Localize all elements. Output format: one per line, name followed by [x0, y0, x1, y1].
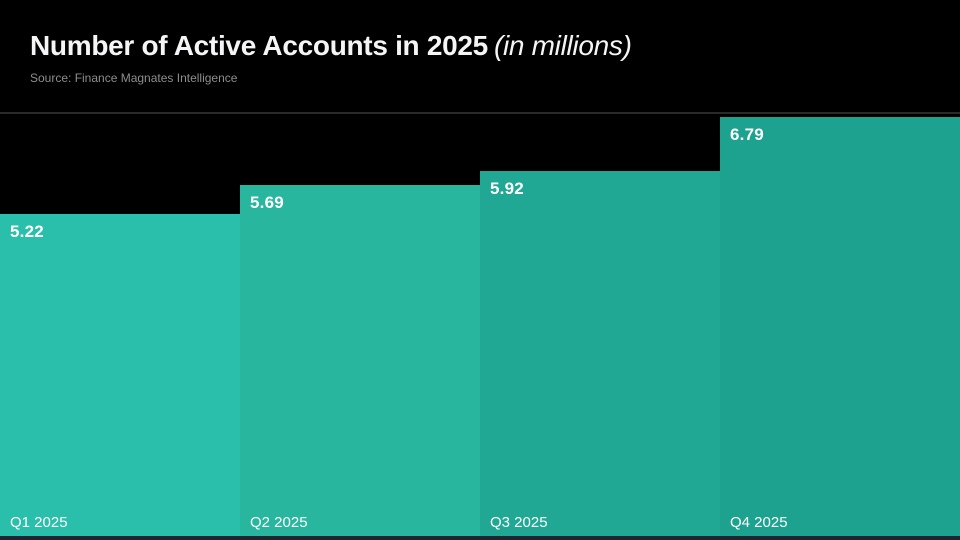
bar-value-label: 5.69 [250, 193, 284, 213]
chart-title: Number of Active Accounts in 2025 (in mil… [30, 30, 930, 62]
chart-title-main: Number of Active Accounts in 2025 [30, 30, 488, 61]
source-caption: Source: Finance Magnates Intelligence [30, 70, 238, 85]
chart-bar: 6.79 Q4 2025 [720, 116, 960, 540]
bars-container: 5.22 Q1 2025 5.69 Q2 2025 5.92 Q3 2025 6… [0, 114, 960, 540]
bar-category-label: Q2 2025 [250, 514, 308, 531]
x-axis-baseline [0, 536, 960, 540]
bar-category-label: Q3 2025 [490, 514, 548, 531]
bar-chart: 5.22 Q1 2025 5.69 Q2 2025 5.92 Q3 2025 6… [0, 114, 960, 540]
chart-header: Number of Active Accounts in 2025 (in mil… [0, 0, 960, 114]
chart-bar: 5.92 Q3 2025 [480, 170, 720, 540]
chart-bar: 5.22 Q1 2025 [0, 214, 240, 540]
bar-value-label: 5.92 [490, 178, 524, 198]
bar-category-label: Q1 2025 [10, 514, 68, 531]
bar-value-label: 6.79 [730, 124, 764, 144]
chart-title-unit: (in millions) [493, 30, 632, 61]
bar-value-label: 5.22 [10, 222, 44, 242]
chart-bar: 5.69 Q2 2025 [240, 185, 480, 540]
bar-category-label: Q4 2025 [730, 514, 788, 531]
